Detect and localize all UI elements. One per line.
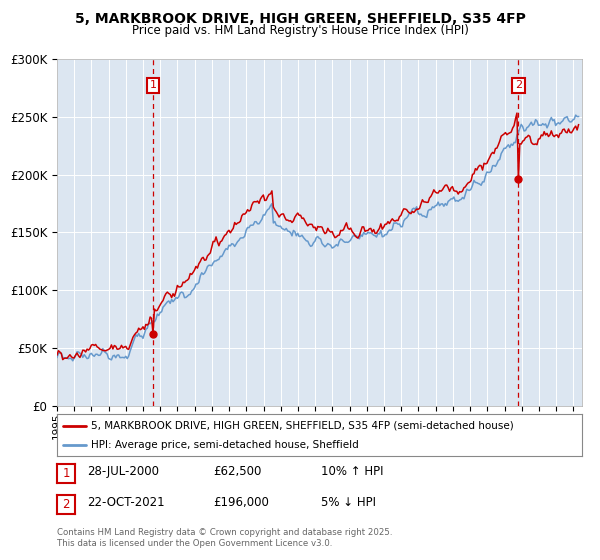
Text: 1: 1 (149, 81, 157, 90)
Text: £62,500: £62,500 (213, 465, 262, 478)
Text: 28-JUL-2000: 28-JUL-2000 (87, 465, 159, 478)
Text: 10% ↑ HPI: 10% ↑ HPI (321, 465, 383, 478)
Text: 2: 2 (62, 498, 70, 511)
Text: 5, MARKBROOK DRIVE, HIGH GREEN, SHEFFIELD, S35 4FP (semi-detached house): 5, MARKBROOK DRIVE, HIGH GREEN, SHEFFIEL… (91, 421, 514, 431)
Text: 5% ↓ HPI: 5% ↓ HPI (321, 496, 376, 509)
Text: 5, MARKBROOK DRIVE, HIGH GREEN, SHEFFIELD, S35 4FP: 5, MARKBROOK DRIVE, HIGH GREEN, SHEFFIEL… (74, 12, 526, 26)
Text: Contains HM Land Registry data © Crown copyright and database right 2025.
This d: Contains HM Land Registry data © Crown c… (57, 528, 392, 548)
Text: Price paid vs. HM Land Registry's House Price Index (HPI): Price paid vs. HM Land Registry's House … (131, 24, 469, 37)
Text: 2: 2 (515, 81, 522, 90)
Text: HPI: Average price, semi-detached house, Sheffield: HPI: Average price, semi-detached house,… (91, 440, 359, 450)
Text: £196,000: £196,000 (213, 496, 269, 509)
Text: 1: 1 (62, 467, 70, 480)
Text: 22-OCT-2021: 22-OCT-2021 (87, 496, 164, 509)
